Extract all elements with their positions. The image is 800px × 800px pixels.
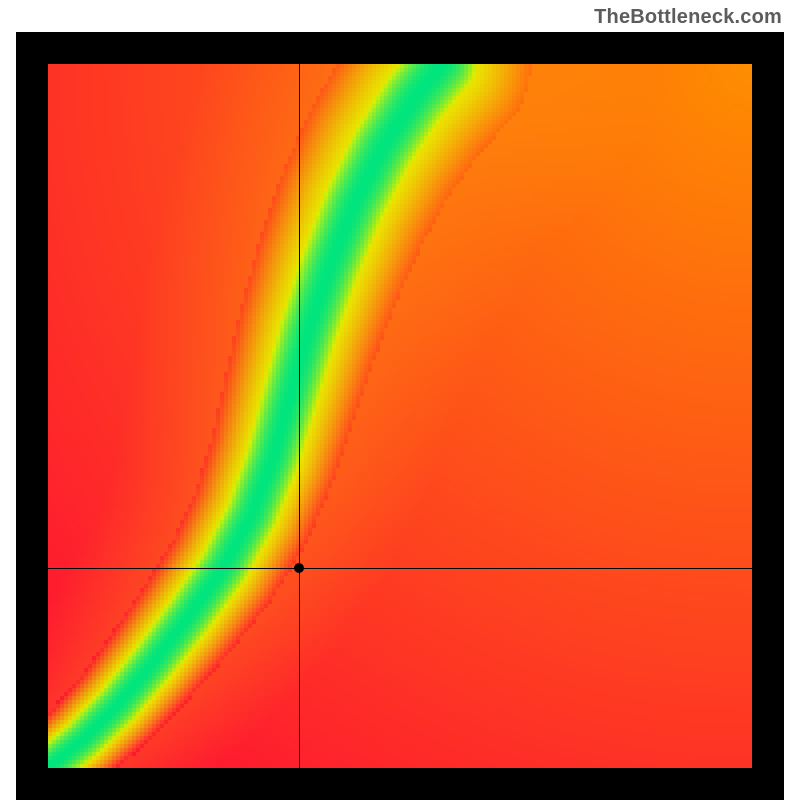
watermark-text: TheBottleneck.com [594, 6, 782, 29]
crosshair-horizontal [48, 568, 752, 569]
heatmap-canvas [48, 64, 752, 768]
crosshair-vertical [299, 64, 300, 768]
plot-area [16, 32, 784, 800]
crosshair-marker [294, 563, 304, 573]
